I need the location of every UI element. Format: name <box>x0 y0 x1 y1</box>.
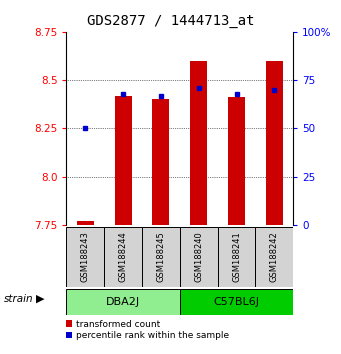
Text: strain: strain <box>3 294 33 304</box>
Bar <box>66 289 180 315</box>
Text: GSM188241: GSM188241 <box>232 231 241 282</box>
Bar <box>77 221 94 225</box>
Text: GDS2877 / 1444713_at: GDS2877 / 1444713_at <box>87 14 254 28</box>
Text: GSM188242: GSM188242 <box>270 231 279 282</box>
Bar <box>104 227 142 287</box>
Text: GSM188244: GSM188244 <box>119 231 128 282</box>
Bar <box>218 227 255 287</box>
Text: GSM188243: GSM188243 <box>81 231 90 282</box>
Legend: transformed count, percentile rank within the sample: transformed count, percentile rank withi… <box>66 320 229 340</box>
Bar <box>255 227 293 287</box>
Bar <box>180 227 218 287</box>
Text: C57BL6J: C57BL6J <box>213 297 260 307</box>
Bar <box>190 61 207 225</box>
Text: ▶: ▶ <box>36 294 44 304</box>
Bar <box>152 99 169 225</box>
Bar <box>266 61 283 225</box>
Bar <box>142 227 180 287</box>
Bar <box>228 97 245 225</box>
Text: GSM188240: GSM188240 <box>194 231 203 282</box>
Bar <box>115 96 132 225</box>
Text: GSM188245: GSM188245 <box>157 231 165 282</box>
Bar <box>180 289 293 315</box>
Text: DBA2J: DBA2J <box>106 297 140 307</box>
Bar <box>66 227 104 287</box>
